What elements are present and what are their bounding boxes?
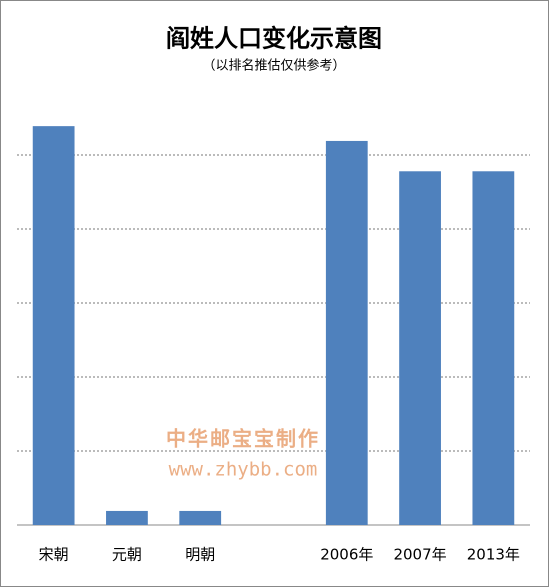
x-tick-label: 元朝 [112,546,142,564]
bar [325,140,368,525]
chart-subtitle: （以排名推估仅供参考） [202,58,345,74]
x-tick-label: 宋朝 [39,546,69,564]
x-tick-label: 2013年 [467,546,520,564]
x-tick-label: 2007年 [393,546,446,564]
bar [399,171,441,525]
bar [179,510,222,525]
watermark: 中华邮宝宝制作 [166,427,320,451]
chart-title: 阎姓人口变化示意图 [166,24,382,53]
x-tick-label: 2006年 [320,546,373,564]
bar [106,510,148,525]
watermark: www.zhybb.com [169,459,318,481]
bar [32,126,75,525]
bar [472,171,515,525]
x-tick-label: 明朝 [185,546,215,564]
